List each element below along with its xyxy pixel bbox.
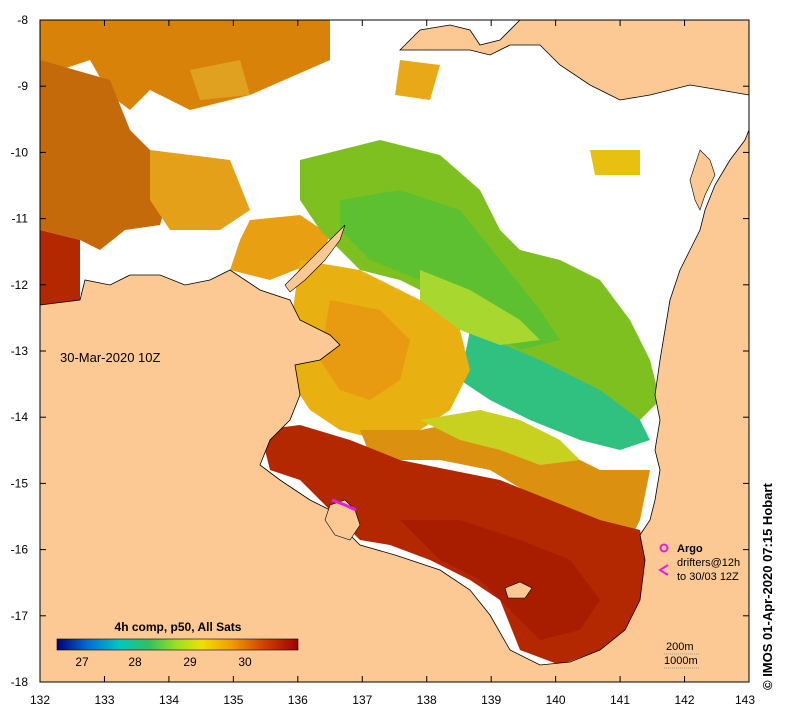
y-tick-label: -9 (17, 79, 28, 93)
x-tick-label: 140 (546, 693, 566, 707)
drifter-arrow-icon (658, 564, 669, 576)
colorbar: 4h comp, p50, All Sats 27 28 29 30 (56, 620, 299, 669)
argo-label: Argo (677, 543, 703, 555)
x-axis: 132 133 134 135 136 137 138 139 140 141 … (30, 20, 755, 707)
y-tick-label: -14 (11, 410, 29, 424)
y-tick-label: -15 (11, 476, 29, 490)
colorbar-tick: 28 (128, 655, 142, 669)
x-tick-label: 134 (159, 693, 179, 707)
contour-200m-label: 200m (666, 641, 694, 653)
drifters-period: to 30/03 12Z (677, 571, 739, 583)
x-tick-label: 133 (94, 693, 114, 707)
colorbar-tick: 30 (238, 655, 252, 669)
y-tick-label: -8 (17, 13, 28, 27)
tracking-legend: Argo drifters@12h to 30/03 12Z (658, 543, 740, 583)
y-tick-label: -18 (11, 675, 29, 689)
sst-data-layer (40, 20, 660, 665)
colorbar-gradient (56, 638, 299, 651)
date-label: 30-Mar-2020 10Z (60, 350, 160, 365)
x-tick-label: 137 (352, 693, 372, 707)
drifter-tracks (331, 498, 357, 512)
contour-1000m-label: 1000m (664, 655, 698, 667)
contour-legend: 200m 1000m (664, 641, 700, 669)
argo-marker-icon (659, 543, 669, 553)
drifters-label: drifters@12h (677, 557, 740, 569)
x-tick-label: 135 (223, 693, 243, 707)
x-tick-label: 143 (735, 693, 755, 707)
x-tick-label: 141 (610, 693, 630, 707)
credit-label: © IMOS 01-Apr-2020 07:15 Hobart (760, 483, 775, 690)
x-tick-label: 139 (481, 693, 501, 707)
x-tick-label: 132 (30, 693, 50, 707)
drifter-track (331, 498, 357, 512)
x-tick-label: 136 (288, 693, 308, 707)
y-tick-label: -10 (11, 145, 29, 159)
y-tick-label: -13 (11, 344, 29, 358)
y-tick-label: -17 (11, 609, 29, 623)
land-layer (40, 20, 749, 682)
land-northern-territory (40, 129, 749, 682)
colorbar-tick: 27 (75, 655, 89, 669)
y-axis: -8 -9 -10 -11 -12 -13 -14 -15 -16 -17 -1… (11, 13, 749, 689)
y-tick-label: -16 (11, 543, 29, 557)
colorbar-title: 4h comp, p50, All Sats (115, 620, 242, 634)
land-new-guinea (399, 20, 749, 101)
land-groote-eylandt (324, 499, 361, 541)
colorbar-tick: 29 (183, 655, 197, 669)
y-tick-label: -11 (12, 212, 29, 226)
x-tick-label: 142 (674, 693, 694, 707)
land-mornington-island (504, 581, 533, 599)
land-cape-york (689, 149, 716, 211)
x-tick-label: 138 (417, 693, 437, 707)
y-tick-label: -12 (11, 278, 29, 292)
land-wessel-islands (284, 224, 346, 293)
